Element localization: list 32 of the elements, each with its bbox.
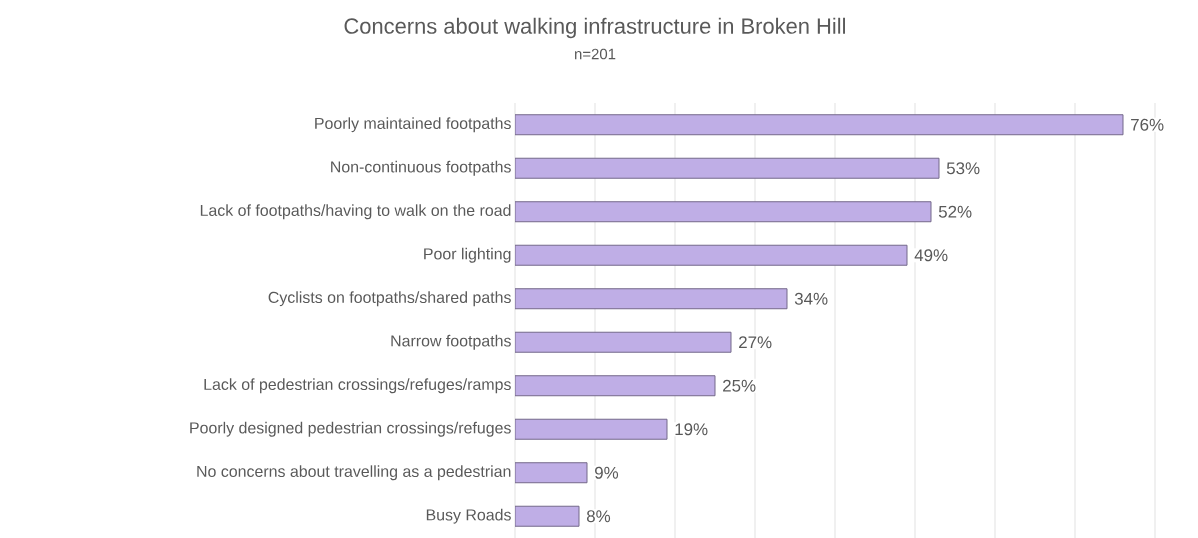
chart-subtitle: n=201	[575, 48, 616, 60]
y-tick-label: Poorly maintained footpaths	[315, 117, 511, 133]
bar	[515, 157, 940, 179]
bar	[515, 201, 932, 223]
chart-title: Concerns about walking infrastructure in Broken Hill	[344, 17, 845, 39]
data-label: 76%	[1131, 118, 1164, 131]
bar	[515, 114, 1124, 136]
y-tick-label: Busy Roads	[426, 508, 511, 524]
data-label: 27%	[739, 336, 772, 349]
bar	[515, 462, 588, 484]
bar	[515, 244, 908, 266]
y-tick-label: Cyclists on footpaths/shared paths	[268, 291, 511, 307]
data-label: 52%	[938, 205, 972, 218]
bar	[515, 505, 580, 527]
y-tick-label: Narrow footpaths	[391, 334, 511, 350]
data-label: 53%	[946, 162, 980, 175]
data-label: 8%	[586, 510, 611, 523]
bar	[515, 375, 716, 397]
y-tick-label: Poorly designed pedestrian crossings/refuges	[190, 421, 511, 437]
data-label: 19%	[675, 423, 708, 436]
data-label: 34%	[794, 292, 828, 305]
y-tick-label: No concerns about travelling as a pedestrian	[197, 465, 511, 481]
bar	[515, 288, 788, 310]
bar	[515, 331, 732, 353]
data-label: 49%	[914, 249, 948, 262]
data-label: 9%	[595, 466, 619, 479]
y-tick-label: Poor lighting	[424, 247, 511, 263]
y-tick-label: Lack of footpaths/having to walk on the road	[200, 204, 511, 220]
y-tick-label: Lack of pedestrian crossings/refuges/ramps	[204, 378, 511, 394]
y-tick-label: Non-continuous footpaths	[331, 160, 511, 176]
bar	[515, 418, 668, 440]
data-label: 25%	[723, 379, 756, 392]
